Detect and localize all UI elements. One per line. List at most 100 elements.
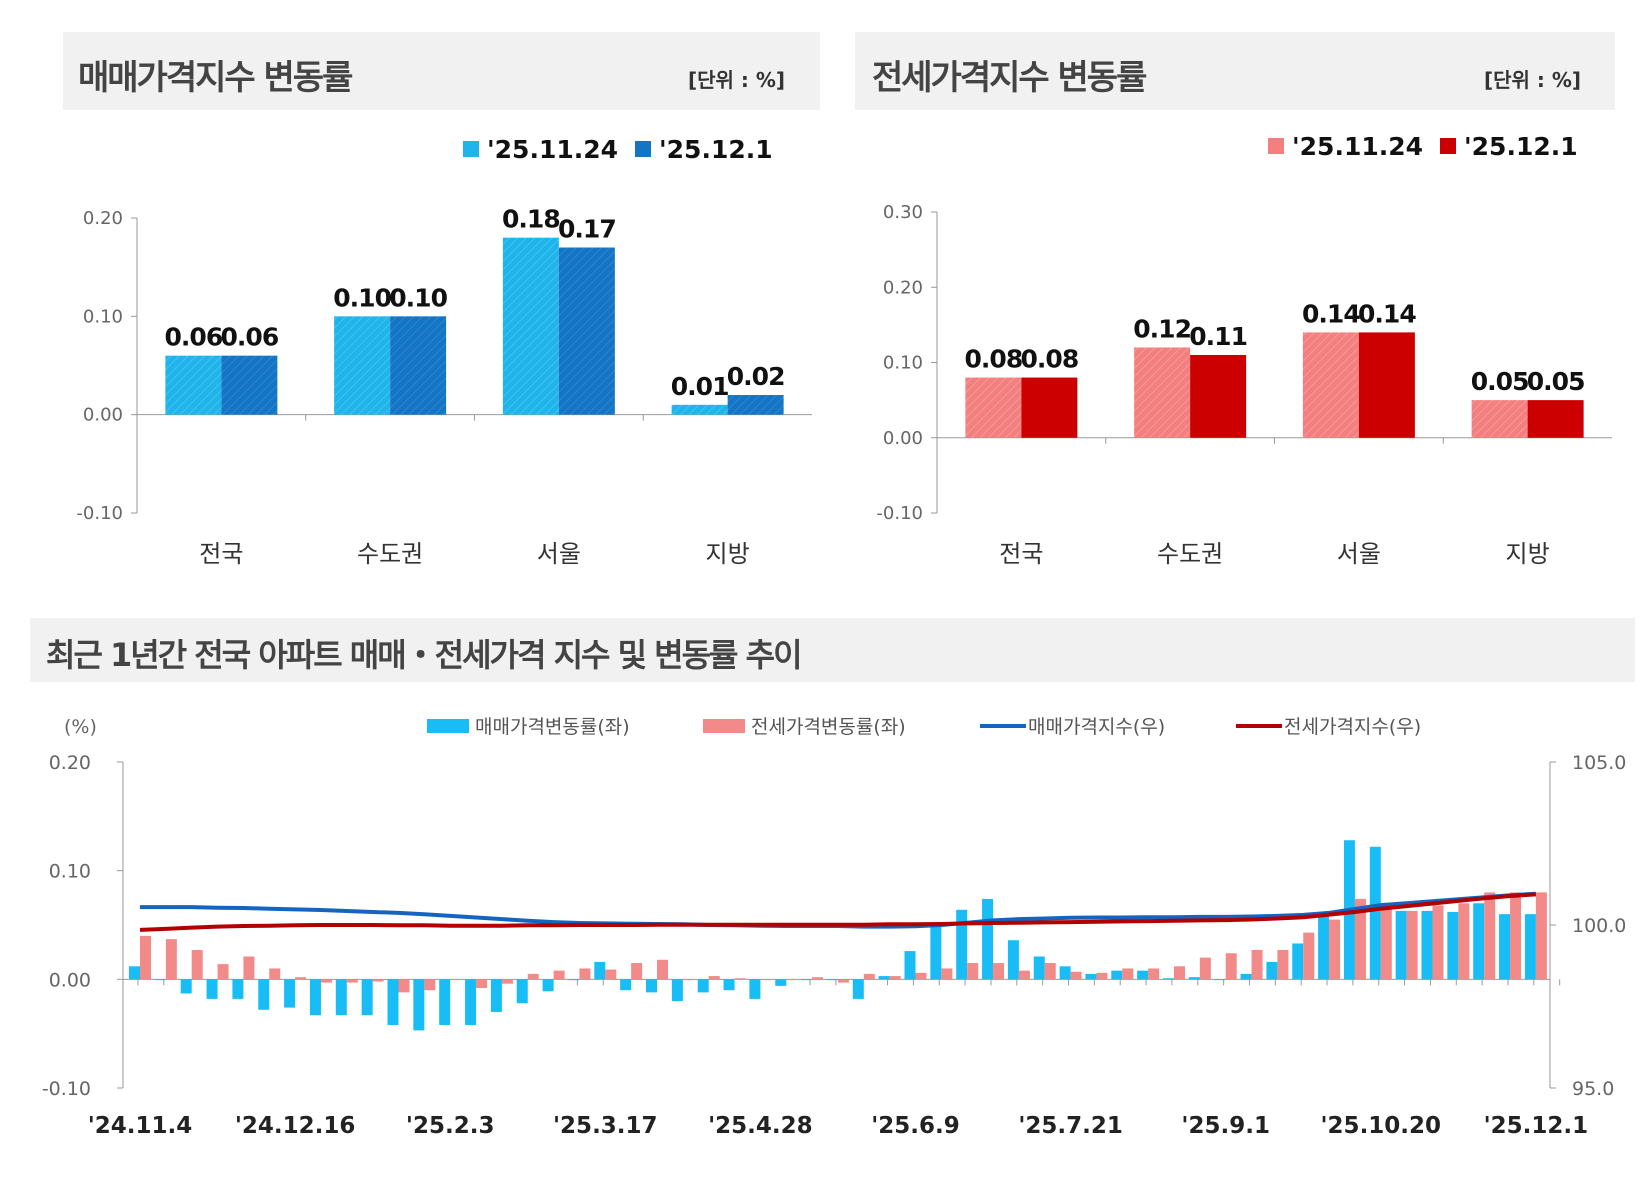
sale-change-bar: [826, 979, 838, 981]
jeonse-change-bar: [1458, 903, 1470, 980]
jeonse-chart-title: 전세가격지수 변동률: [872, 58, 1147, 98]
chart-1-legend-swatch: [1440, 138, 1456, 154]
trend-chart-left-axis-unit: (%): [64, 716, 97, 738]
sale-change-bar: [1266, 961, 1278, 980]
sale-change-bar: [387, 979, 399, 1025]
jeonse-change-bar: [1044, 963, 1056, 980]
chart-1-data-label: 0.14: [1358, 299, 1416, 328]
sale-change-bar: [284, 979, 296, 1008]
chart-1-data-label: 0.08: [1021, 345, 1079, 374]
jeonse-change-bar: [217, 964, 229, 980]
sale-change-bar: [1499, 914, 1511, 980]
jeonse-change-bar: [398, 979, 410, 993]
trend-chart-x-tick-label: '25.12.1: [1484, 1113, 1589, 1139]
sale-chart-unit: [단위 : %]: [688, 68, 786, 92]
sale-change-bar: [1318, 914, 1330, 980]
sale-change-bar: [671, 979, 683, 1002]
chart-0-bar: [727, 395, 784, 415]
jeonse-change-bar: [837, 979, 849, 983]
trend-chart-right-tick-label: 105.0: [1572, 752, 1626, 774]
jeonse-change-bar: [863, 973, 875, 980]
chart-1-category-label: 서울: [1337, 540, 1381, 568]
trend-chart-right-tick-label: 100.0: [1572, 915, 1626, 937]
sale-change-bar: [775, 979, 787, 986]
trend-chart-title-bar: [30, 618, 1635, 682]
jeonse-change-bar: [1484, 892, 1496, 980]
sale-change-bar: [982, 898, 994, 980]
sale-change-bar: [568, 979, 580, 981]
jeonse-change-bar: [140, 935, 151, 980]
sale-change-bar: [1292, 943, 1304, 980]
jeonse-change-bar: [269, 968, 281, 980]
chart-0-category-label: 서울: [537, 540, 581, 568]
sale-change-bar: [465, 979, 477, 1025]
jeonse-chart-unit: [단위 : %]: [1484, 68, 1582, 92]
chart-1-bar: [1471, 400, 1528, 438]
chart-1-category-label: 수도권: [1157, 540, 1223, 568]
sale-change-bar: [1395, 910, 1407, 980]
chart-1-bar: [1190, 354, 1247, 438]
sale-change-bar: [646, 979, 657, 993]
trend-chart-x-tick-label: '25.2.3: [406, 1113, 495, 1139]
jeonse-change-bar: [1096, 972, 1108, 980]
chart-0-y-tick-label: 0.10: [83, 306, 123, 327]
jeonse-change-bar: [1329, 919, 1341, 980]
sale-change-bar: [335, 979, 347, 1016]
jeonse-change-bar: [657, 959, 668, 980]
chart-0-category-label: 수도권: [357, 540, 423, 568]
jeonse-change-bar: [1251, 949, 1263, 980]
trend-chart-legend-swatch: [427, 719, 469, 733]
jeonse-change-bar: [734, 978, 746, 980]
jeonse-change-bar: [527, 973, 539, 980]
sale-change-bar: [1033, 956, 1045, 980]
trend-chart-x-tick-label: '24.12.16: [235, 1113, 356, 1139]
chart-1-y-tick-label: 0.00: [883, 428, 923, 449]
sale-change-bar: [956, 909, 968, 980]
sale-change-bar: [1007, 940, 1019, 980]
trend-chart-left-tick-label: -0.10: [42, 1078, 91, 1100]
sale-change-bar: [413, 979, 425, 1031]
chart-1-category-label: 전국: [999, 540, 1043, 568]
sale-change-bar: [1163, 978, 1174, 980]
sale-change-bar: [180, 979, 192, 994]
jeonse-change-bar: [1018, 970, 1030, 980]
sale-change-bar: [1137, 970, 1149, 980]
jeonse-index-line: [139, 892, 1537, 932]
jeonse-change-bar: [1303, 932, 1315, 980]
sale-change-bar: [1188, 977, 1200, 980]
chart-1-bar: [965, 377, 1022, 438]
chart-1-legend-label: '25.12.1: [1464, 132, 1578, 161]
chart-1-y-tick-label: 0.30: [883, 202, 923, 223]
jeonse-change-bar: [320, 979, 332, 983]
trend-chart-left-tick-label: 0.00: [49, 969, 91, 991]
jeonse-change-bar: [243, 956, 255, 980]
trend-chart-x-tick-label: '25.6.9: [871, 1113, 960, 1139]
sale-change-bar: [1473, 903, 1485, 980]
jeonse-change-bar: [476, 979, 488, 989]
jeonse-change-bar: [786, 979, 798, 981]
chart-0-bar: [558, 247, 615, 415]
sale-change-bar: [1369, 846, 1381, 980]
sale-change-bar: [542, 979, 554, 992]
jeonse-change-bar: [424, 979, 436, 991]
jeonse-change-bar: [941, 968, 953, 980]
jeonse-change-bar: [1432, 905, 1444, 980]
chart-0-category-label: 전국: [199, 540, 243, 568]
trend-chart-x-tick-label: '25.3.17: [553, 1113, 658, 1139]
sale-change-bar: [1447, 911, 1459, 980]
jeonse-change-bar: [1277, 949, 1289, 980]
trend-chart-legend-label: 매매가격변동률(좌): [475, 716, 630, 738]
jeonse-change-bar: [450, 979, 462, 981]
chart-0-bar: [671, 404, 728, 415]
trend-chart-legend-swatch: [703, 719, 745, 733]
chart-1-bar: [1527, 400, 1584, 438]
sale-change-bar: [904, 951, 916, 980]
chart-0-bar: [221, 355, 278, 415]
sale-change-bar: [439, 979, 451, 1025]
trend-chart-x-tick-label: '25.4.28: [708, 1113, 813, 1139]
chart-0-legend-swatch: [463, 141, 479, 157]
sale-change-bar: [749, 979, 761, 999]
chart-0-legend-swatch: [635, 141, 651, 157]
chart-1-bar: [1302, 332, 1359, 438]
jeonse-change-bar: [346, 979, 358, 983]
